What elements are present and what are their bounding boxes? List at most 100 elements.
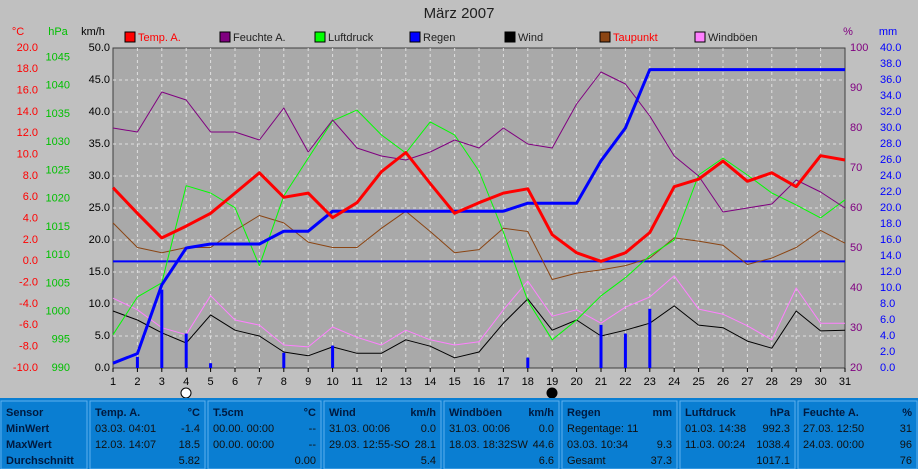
y-tick-label: 0.0 bbox=[23, 255, 38, 267]
y-tick-label: 45.0 bbox=[89, 74, 110, 86]
x-tick-label: 4 bbox=[183, 376, 189, 388]
y-tick-label: 35.0 bbox=[89, 138, 110, 150]
x-tick-label: 11 bbox=[351, 376, 362, 388]
table-panel bbox=[207, 400, 322, 469]
rain-bar bbox=[209, 363, 213, 368]
axis-unit: % bbox=[843, 26, 853, 38]
axis-unit: km/h bbox=[81, 26, 105, 38]
x-tick-label: 28 bbox=[766, 376, 778, 388]
y-tick-label: 1025 bbox=[46, 164, 70, 176]
legend-swatch bbox=[504, 31, 516, 43]
cell-value: 9.3 bbox=[657, 439, 672, 451]
legend-label: Luftdruck bbox=[328, 32, 374, 44]
x-tick-label: 24 bbox=[668, 376, 680, 388]
cell-value: 5.82 bbox=[179, 455, 200, 467]
series-line bbox=[111, 151, 846, 263]
y-tick-label: 2.0 bbox=[880, 346, 895, 358]
x-tick-label: 3 bbox=[159, 376, 165, 388]
y-tick-label: 1005 bbox=[46, 277, 70, 289]
y-tick-label: 1030 bbox=[46, 136, 70, 148]
axis-unit: mm bbox=[879, 26, 897, 38]
series-line bbox=[112, 210, 846, 280]
y-tick-label: 26.0 bbox=[880, 154, 901, 166]
x-tick-label: 8 bbox=[281, 376, 287, 388]
y-tick-label: 5.0 bbox=[95, 330, 110, 342]
y-tick-label: 100 bbox=[850, 42, 868, 54]
y-tick-label: 30.0 bbox=[89, 170, 110, 182]
legend-label: Feuchte A. bbox=[233, 32, 286, 44]
series-line bbox=[112, 71, 846, 213]
cell-value: -- bbox=[309, 439, 317, 451]
y-tick-label: 6.0 bbox=[880, 314, 895, 326]
column-unit: °C bbox=[188, 407, 200, 419]
x-tick-label: 5 bbox=[208, 376, 214, 388]
cell-text: 31.03. 00:06 bbox=[329, 423, 390, 435]
y-tick-label: 30 bbox=[850, 322, 862, 334]
cell-value: 18.5 bbox=[179, 439, 200, 451]
y-tick-label: 18.0 bbox=[880, 218, 901, 230]
y-tick-label: 80 bbox=[850, 122, 862, 134]
y-tick-label: 20 bbox=[850, 362, 862, 374]
y-tick-label: 1015 bbox=[46, 221, 70, 233]
moon-new bbox=[546, 387, 558, 399]
x-tick-label: 30 bbox=[814, 376, 826, 388]
column-name: Temp. A. bbox=[95, 407, 140, 419]
column-name: T.5cm bbox=[213, 407, 244, 419]
cell-value: -- bbox=[309, 423, 317, 435]
table-panel bbox=[561, 400, 678, 469]
row-label: MinWert bbox=[6, 423, 50, 435]
y-tick-label: 12.0 bbox=[880, 266, 901, 278]
cell-value: 5.4 bbox=[421, 455, 436, 467]
y-tick-label: 60 bbox=[850, 202, 862, 214]
y-tick-label: 24.0 bbox=[880, 170, 901, 182]
y-tick-label: 4.0 bbox=[880, 330, 895, 342]
column-unit: km/h bbox=[528, 407, 554, 419]
y-tick-label: 25.0 bbox=[89, 202, 110, 214]
axis-unit: °C bbox=[12, 26, 24, 38]
cell-text: 27.03. 12:50 bbox=[803, 423, 864, 435]
x-tick-label: 25 bbox=[692, 376, 704, 388]
y-tick-label: 30.0 bbox=[880, 122, 901, 134]
column-unit: mm bbox=[652, 407, 672, 419]
rain-bar bbox=[282, 352, 286, 368]
row-label: MaxWert bbox=[6, 439, 52, 451]
x-tick-label: 31 bbox=[839, 376, 851, 388]
y-tick-label: 1020 bbox=[46, 193, 70, 205]
x-tick-label: 15 bbox=[448, 376, 460, 388]
y-tick-label: 50.0 bbox=[89, 42, 110, 54]
table-panel bbox=[0, 400, 88, 469]
x-tick-label: 12 bbox=[375, 376, 387, 388]
y-tick-label: 990 bbox=[52, 362, 70, 374]
y-tick-label: 1045 bbox=[46, 52, 70, 64]
x-tick-label: 2 bbox=[134, 376, 140, 388]
y-tick-label: 18.0 bbox=[17, 63, 38, 75]
series-line bbox=[112, 275, 845, 348]
x-tick-label: 20 bbox=[570, 376, 582, 388]
x-tick-label: 1 bbox=[110, 376, 116, 388]
legend-swatch bbox=[694, 31, 706, 43]
y-tick-label: 90 bbox=[850, 82, 862, 94]
table-panel bbox=[797, 400, 918, 469]
row-label: Sensor bbox=[6, 407, 44, 419]
column-name: Feuchte A. bbox=[803, 407, 859, 419]
x-tick-label: 7 bbox=[256, 376, 262, 388]
rain-bar bbox=[599, 324, 603, 368]
y-tick-label: -4.0 bbox=[19, 298, 38, 310]
x-tick-label: 13 bbox=[400, 376, 412, 388]
y-tick-label: 14.0 bbox=[17, 106, 38, 118]
axis-unit: hPa bbox=[48, 26, 68, 38]
cell-text: 31.03. 00:06 bbox=[449, 423, 510, 435]
cell-text: 03.03. 04:01 bbox=[95, 423, 156, 435]
table-panel bbox=[443, 400, 560, 469]
cell-text: 03.03. 10:34 bbox=[567, 439, 628, 451]
y-tick-label: 0.0 bbox=[880, 362, 895, 374]
rain-bar bbox=[135, 356, 139, 368]
cell-text: 11.03. 00:24 bbox=[685, 439, 745, 451]
y-tick-label: -10.0 bbox=[13, 362, 38, 374]
chart-title: März 2007 bbox=[424, 5, 495, 22]
rain-bar bbox=[526, 357, 530, 368]
x-tick-label: 22 bbox=[619, 376, 631, 388]
table-panel bbox=[89, 400, 206, 469]
y-tick-label: 1000 bbox=[46, 305, 70, 317]
